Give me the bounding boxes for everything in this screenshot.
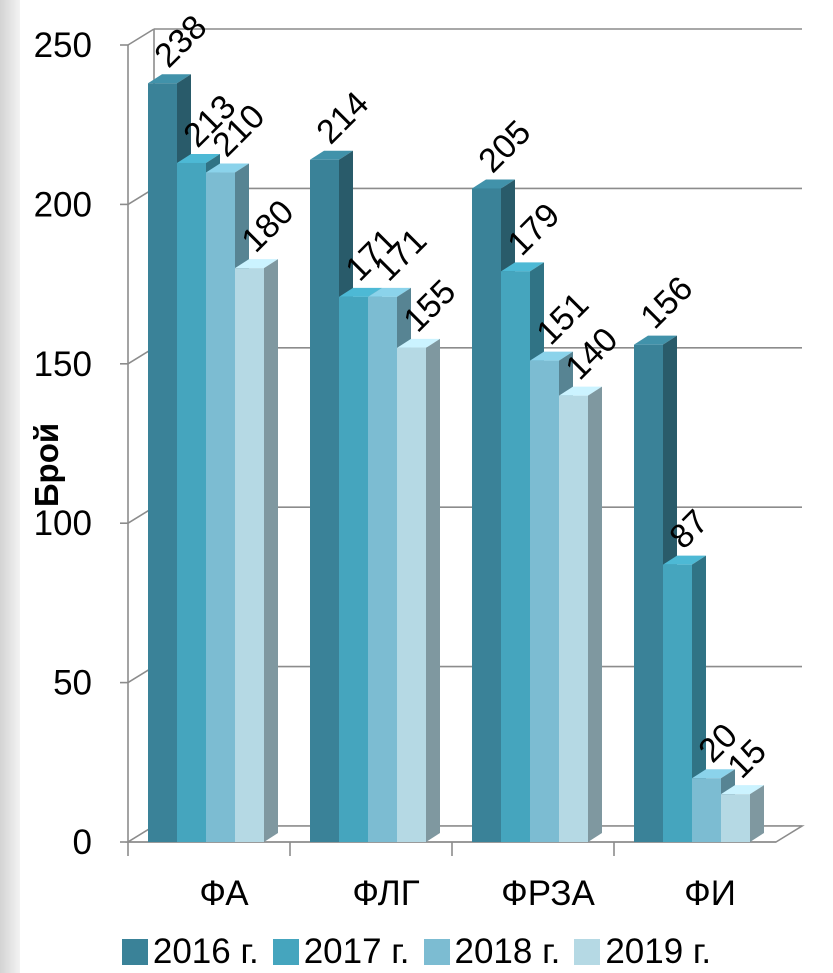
bar-top (206, 163, 249, 173)
legend-item: 2018 г. (423, 932, 561, 972)
y-tick-label: 150 (34, 345, 92, 384)
slide-edge-shade (0, 0, 20, 973)
bar (368, 296, 397, 842)
bar-top (177, 153, 220, 163)
bar-top (148, 74, 191, 84)
y-tick-label: 100 (34, 504, 92, 543)
legend-swatch (423, 939, 450, 965)
bar-top (339, 287, 382, 297)
legend-swatch (574, 939, 601, 965)
legend-item: 2017 г. (272, 932, 410, 972)
bar-top (634, 335, 677, 345)
data-label: 156 (633, 269, 700, 336)
bar (310, 159, 339, 842)
legend-swatch (272, 939, 299, 965)
bar-top (397, 338, 440, 348)
bar-side (692, 555, 706, 842)
bar-top (692, 769, 735, 779)
x-axis: ФА ФЛГ ФРЗА ФИ (127, 842, 736, 913)
bar (472, 188, 501, 842)
bar (206, 172, 235, 842)
y-axis: 0 50 100 150 200 250 (34, 26, 128, 862)
x-tick-label: ФРЗА (501, 874, 595, 913)
x-tick-label: ФЛГ (352, 874, 419, 913)
legend-swatch (121, 939, 148, 965)
bar-top (663, 555, 706, 565)
bar-top (235, 259, 278, 269)
legend: 2016 г. 2017 г. 2018 г. 2019 г. (0, 932, 833, 972)
legend-label: 2016 г. (152, 932, 259, 971)
x-tick-label: ФА (199, 874, 249, 913)
bar-top (530, 351, 573, 361)
bar (721, 794, 750, 842)
bar-top (559, 386, 602, 396)
bar (501, 271, 530, 842)
legend-label: 2019 г. (605, 932, 712, 971)
bar (148, 83, 177, 843)
bar (530, 360, 559, 842)
bar (397, 347, 426, 842)
bar-side (426, 338, 440, 842)
y-tick-label: 200 (34, 185, 92, 224)
y-tick-label: 0 (73, 823, 92, 862)
legend-item: 2019 г. (574, 932, 711, 972)
legend-item: 2016 г. (121, 932, 259, 972)
bar (634, 344, 663, 842)
bar (663, 564, 692, 842)
bar (559, 395, 588, 842)
bar (235, 268, 264, 842)
bar-top (310, 150, 353, 160)
data-label: 205 (471, 113, 538, 180)
bar (339, 296, 368, 842)
data-label: 214 (309, 84, 376, 151)
x-tick-label: ФИ (684, 874, 736, 913)
y-tick-label: 250 (34, 26, 92, 65)
legend-label: 2018 г. (454, 932, 561, 971)
bar-top (472, 179, 515, 189)
bar-top (368, 287, 411, 297)
legend-label: 2017 г. (303, 932, 410, 971)
data-label: 238 (147, 8, 214, 75)
bar (177, 162, 206, 842)
bar-side (588, 386, 602, 842)
bars (148, 74, 764, 843)
bar-side (264, 259, 278, 842)
bar (692, 778, 721, 842)
bar-top (721, 785, 764, 795)
bar-side (750, 785, 764, 842)
bar-top (501, 262, 544, 272)
gridline-side (127, 28, 155, 46)
y-tick-label: 50 (53, 664, 92, 703)
y-axis-label: Брой (28, 423, 65, 507)
